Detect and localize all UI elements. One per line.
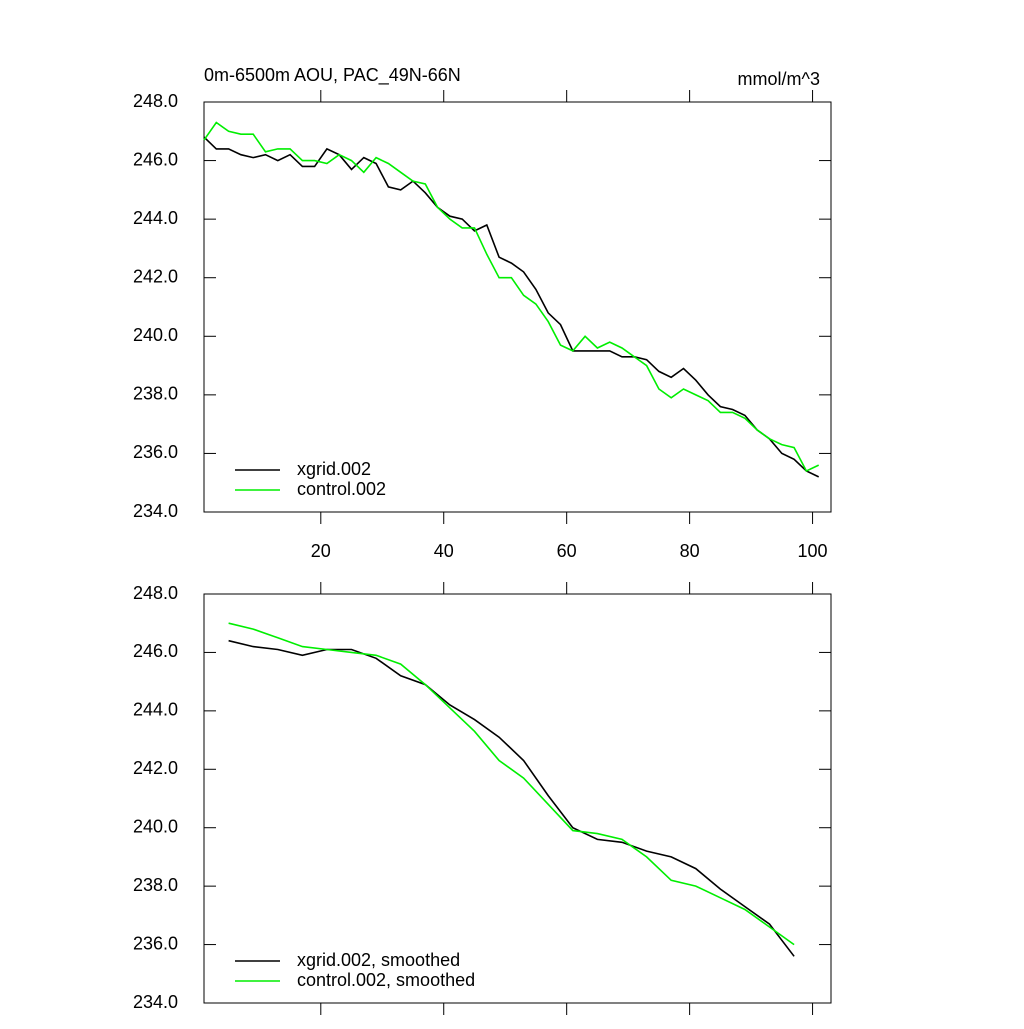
data-line (228, 639, 795, 957)
y-tick-label: 234.0 (133, 501, 178, 521)
legend-label: xgrid.002 (297, 459, 371, 479)
data-line (203, 136, 820, 478)
y-tick-label: 240.0 (133, 816, 178, 836)
plot-frame (203, 593, 832, 1004)
chart-title: 0m-6500m AOU, PAC_49N-66N (204, 65, 461, 86)
legend-label: xgrid.002, smoothed (297, 950, 460, 970)
y-tick-label: 244.0 (133, 208, 178, 228)
y-tick-label: 240.0 (133, 325, 178, 345)
x-tick-label: 60 (557, 541, 577, 561)
legend-label: control.002, smoothed (297, 970, 475, 990)
x-tick-label: 20 (311, 541, 331, 561)
x-tick-label: 40 (434, 541, 454, 561)
y-tick-label: 246.0 (133, 149, 178, 169)
y-tick-label: 236.0 (133, 442, 178, 462)
y-tick-label: 234.0 (133, 992, 178, 1012)
y-tick-label: 242.0 (133, 758, 178, 778)
y-tick-label: 246.0 (133, 641, 178, 661)
y-tick-label: 248.0 (133, 91, 178, 111)
y-tick-label: 238.0 (133, 875, 178, 895)
y-tick-label: 242.0 (133, 266, 178, 286)
data-line (203, 121, 820, 473)
y-tick-label: 248.0 (133, 583, 178, 603)
x-tick-label: 100 (798, 541, 828, 561)
units-label: mmol/m^3 (738, 69, 820, 89)
y-tick-label: 236.0 (133, 933, 178, 953)
data-line (228, 622, 795, 946)
y-tick-label: 238.0 (133, 384, 178, 404)
y-tick-label: 244.0 (133, 700, 178, 720)
legend-label: control.002 (297, 479, 386, 499)
x-tick-label: 80 (680, 541, 700, 561)
plot-frame (203, 101, 832, 513)
